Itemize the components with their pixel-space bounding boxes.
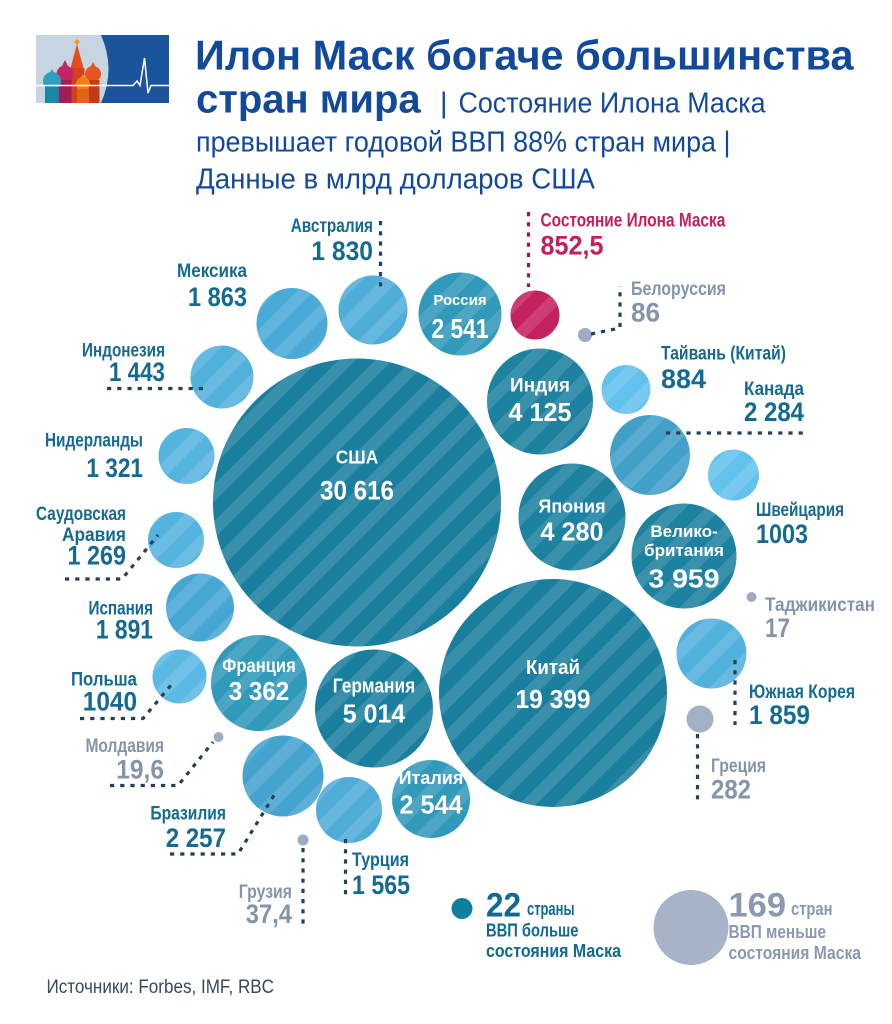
svg-text:37,4: 37,4 [246, 899, 292, 929]
svg-text:Источники: Forbes, IMF, RBC: Источники: Forbes, IMF, RBC [47, 977, 275, 998]
svg-text:1003: 1003 [756, 519, 808, 549]
svg-text:1 830: 1 830 [311, 236, 373, 266]
svg-text:1 269: 1 269 [68, 541, 127, 571]
svg-text:Индия: Индия [510, 376, 570, 397]
svg-text:Китай: Китай [526, 657, 580, 679]
svg-text:превышает годовой ВВП 88% стра: превышает годовой ВВП 88% стран мира | [196, 127, 731, 159]
svg-text:3 959: 3 959 [649, 564, 720, 594]
svg-text:282: 282 [711, 775, 751, 805]
svg-text:852,5: 852,5 [541, 231, 604, 261]
svg-text:19 399: 19 399 [516, 684, 591, 714]
svg-text:Япония: Япония [538, 497, 605, 517]
svg-text:Состояние Илона Маска: Состояние Илона Маска [459, 88, 767, 120]
svg-text:1040: 1040 [83, 687, 137, 717]
svg-text:Австралия: Австралия [291, 216, 373, 237]
svg-text:86: 86 [631, 298, 660, 328]
svg-text:2 257: 2 257 [166, 823, 226, 853]
svg-text:Турция: Турция [352, 850, 409, 871]
svg-text:Греция: Греция [711, 756, 766, 777]
svg-text:884: 884 [661, 364, 706, 394]
svg-text:Польша: Польша [71, 670, 137, 691]
svg-text:Индонезия: Индонезия [82, 341, 165, 362]
svg-text:4 125: 4 125 [509, 397, 572, 427]
svg-text:состояния Маска: состояния Маска [486, 941, 622, 961]
svg-text:1 321: 1 321 [86, 453, 143, 483]
svg-text:США: США [336, 447, 379, 468]
svg-text:Швейцария: Швейцария [756, 500, 844, 521]
svg-text:Грузия: Грузия [239, 882, 292, 903]
svg-text:Таджикистан: Таджикистан [765, 595, 875, 616]
svg-text:Тайвань (Китай): Тайвань (Китай) [661, 344, 786, 365]
svg-text:Состояние Илона Маска: Состояние Илона Маска [541, 211, 726, 232]
svg-text:стран: стран [791, 899, 833, 919]
svg-text:Мексика: Мексика [177, 261, 247, 282]
svg-text:ВВП больше: ВВП больше [486, 921, 579, 941]
svg-text:Илон Маск богаче большинства: Илон Маск богаче большинства [195, 32, 855, 79]
svg-text:2 541: 2 541 [432, 313, 489, 344]
svg-text:Нидерланды: Нидерланды [45, 431, 143, 452]
svg-text:Бразилия: Бразилия [150, 804, 226, 825]
svg-text:ВВП меньше: ВВП меньше [729, 922, 827, 942]
svg-text:Канада: Канада [744, 379, 804, 400]
svg-text:2 544: 2 544 [400, 790, 464, 820]
svg-text:17: 17 [765, 613, 790, 643]
svg-text:5 014: 5 014 [343, 699, 406, 729]
svg-text:страны: страны [527, 899, 575, 919]
svg-text:Саудовская: Саудовская [36, 504, 126, 525]
svg-text:2 284: 2 284 [744, 397, 804, 427]
svg-text:169: 169 [729, 887, 787, 925]
svg-text:Россия: Россия [433, 292, 486, 309]
svg-text:1 859: 1 859 [749, 700, 810, 730]
svg-text:Белоруссия: Белоруссия [631, 279, 726, 300]
svg-text:Франция: Франция [222, 656, 296, 677]
svg-text:19,6: 19,6 [116, 755, 164, 785]
svg-text:22: 22 [486, 887, 521, 925]
svg-text:Аравия: Аравия [62, 525, 126, 546]
svg-text:Испания: Испания [89, 599, 154, 620]
svg-text:британия: британия [644, 541, 724, 560]
svg-text:1 863: 1 863 [188, 282, 247, 312]
svg-text:Молдавия: Молдавия [86, 736, 165, 757]
svg-text:Германия: Германия [333, 676, 416, 698]
svg-text:Данные в млрд долларов США: Данные в млрд долларов США [196, 164, 596, 196]
svg-text:Италия: Италия [399, 768, 464, 788]
svg-text:|: | [440, 88, 448, 120]
svg-text:стран мира: стран мира [196, 78, 421, 122]
svg-text:1 891: 1 891 [96, 615, 153, 645]
svg-text:4 280: 4 280 [541, 517, 604, 547]
svg-text:Южная Корея: Южная Корея [749, 682, 855, 703]
svg-text:состояния Маска: состояния Маска [729, 943, 862, 963]
svg-text:30 616: 30 616 [320, 476, 394, 506]
svg-text:1 565: 1 565 [352, 870, 410, 900]
svg-text:3 362: 3 362 [229, 678, 290, 706]
svg-text:Велико-: Велико- [650, 522, 717, 541]
svg-text:1 443: 1 443 [109, 357, 165, 387]
